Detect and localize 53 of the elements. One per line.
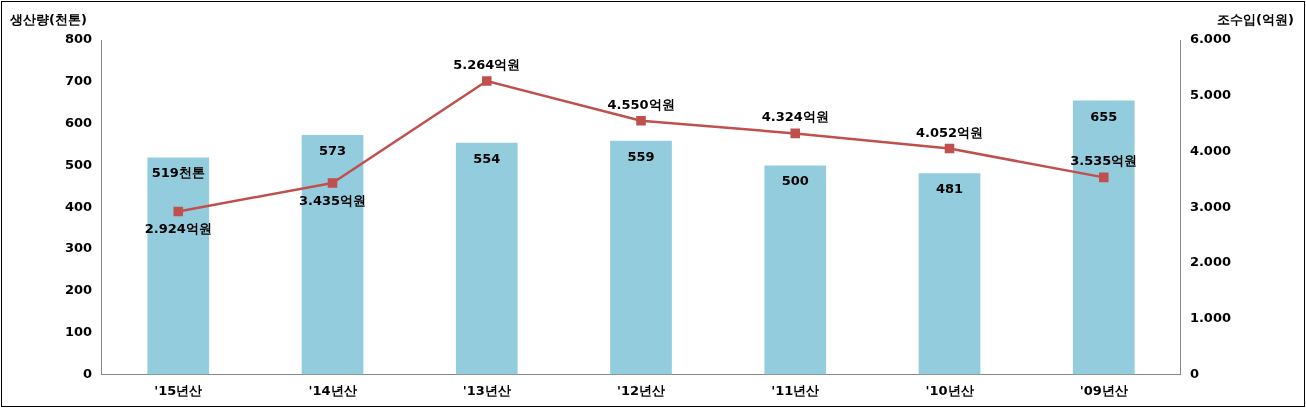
y-tick-label: 500 xyxy=(65,156,93,172)
y2-tick-label: 6.000 xyxy=(1189,31,1231,47)
point xyxy=(636,116,646,126)
data-label: 4.324억원 xyxy=(761,109,829,125)
data-label: 573 xyxy=(318,142,347,158)
data-label: 4.052억원 xyxy=(915,124,984,140)
x-tick-label: '14년산 xyxy=(308,382,357,398)
y-tick-label: 300 xyxy=(65,240,93,256)
y2-tick-label: 1.000 xyxy=(1189,310,1231,326)
data-label: 655 xyxy=(1090,108,1118,124)
y-axis-title: 생산량(천톤) xyxy=(9,12,87,27)
data-label: 2.924억원 xyxy=(144,221,212,237)
data-label: 5.264억원 xyxy=(453,57,521,73)
y2-tick-label: 3.000 xyxy=(1189,198,1231,214)
x-tick-label: '09년산 xyxy=(1079,382,1128,398)
data-label: 554 xyxy=(473,150,501,166)
data-label: 4.550억원 xyxy=(607,96,675,112)
bar xyxy=(1072,100,1135,375)
y-tick-label: 0 xyxy=(83,365,93,381)
x-tick-label: '13년산 xyxy=(462,382,511,398)
x-tick-label: '11년산 xyxy=(771,382,820,398)
data-label: 559 xyxy=(627,148,655,164)
bar xyxy=(918,173,981,375)
point xyxy=(481,76,492,86)
x-tick-label: '12년산 xyxy=(616,382,666,398)
y-tick-label: 200 xyxy=(65,282,93,298)
bar xyxy=(301,134,364,375)
x-tick-label: '10년산 xyxy=(925,382,974,398)
data-label: 500 xyxy=(781,173,809,189)
point xyxy=(173,206,184,217)
y-tick-label: 800 xyxy=(65,31,93,47)
y-tick-label: 100 xyxy=(65,323,93,339)
point xyxy=(1098,172,1109,183)
point xyxy=(790,128,801,139)
data-label: 519천톤 xyxy=(151,165,205,181)
bar xyxy=(764,165,827,375)
y-tick-label: 700 xyxy=(65,73,93,89)
point xyxy=(327,178,338,188)
y2-tick-label: 0 xyxy=(1189,365,1199,381)
y2-tick-label: 4.000 xyxy=(1189,142,1231,158)
y2-tick-label: 5.000 xyxy=(1189,87,1231,103)
y2-tick-label: 2.000 xyxy=(1189,254,1231,270)
point xyxy=(944,143,955,154)
bar xyxy=(455,142,518,375)
data-label: 3.535억원 xyxy=(1070,153,1138,169)
data-label: 481 xyxy=(935,181,964,197)
y2-axis-title: 조수입(억원) xyxy=(1217,12,1294,27)
data-label: 3.435억원 xyxy=(298,192,367,208)
bar xyxy=(610,140,672,375)
bar xyxy=(147,157,210,375)
y-tick-label: 400 xyxy=(65,198,93,214)
x-tick-label: '15년산 xyxy=(154,382,203,398)
y-tick-label: 600 xyxy=(65,114,93,130)
